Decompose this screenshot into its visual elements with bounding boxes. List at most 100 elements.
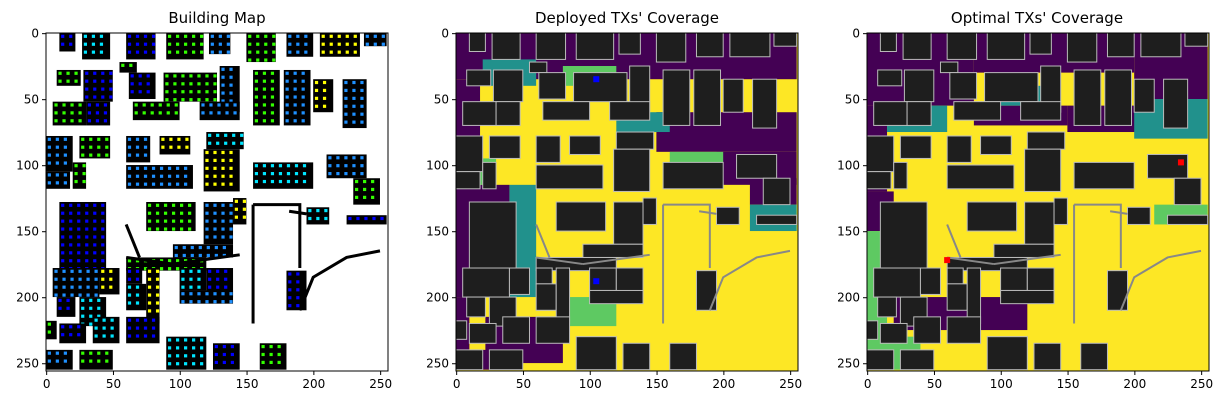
- building-marker: [296, 34, 300, 38]
- building-marker: [62, 103, 66, 107]
- building: [695, 270, 718, 311]
- building-marker: [288, 42, 292, 46]
- building-marker: [61, 251, 65, 255]
- building-marker: [269, 344, 273, 349]
- building-marker: [127, 153, 132, 157]
- building-marker: [229, 203, 233, 207]
- building-marker: [101, 285, 105, 289]
- building-marker: [192, 338, 196, 342]
- building-marker: [262, 119, 267, 123]
- building: [132, 101, 180, 121]
- building-marker: [270, 111, 275, 115]
- building-marker: [110, 318, 114, 322]
- building-marker: [77, 243, 81, 247]
- building-marker: [102, 318, 106, 322]
- building-marker: [147, 211, 152, 215]
- building-marker: [229, 166, 233, 170]
- building-marker: [151, 326, 156, 330]
- building-marker: [302, 164, 307, 168]
- building: [662, 69, 691, 126]
- building-marker: [353, 42, 357, 46]
- building-marker: [159, 174, 164, 178]
- building-marker: [221, 292, 225, 296]
- building: [1026, 131, 1066, 150]
- building-marker: [242, 215, 246, 219]
- building-marker: [229, 75, 233, 79]
- building-marker: [61, 325, 65, 329]
- building-marker: [109, 87, 113, 91]
- building: [1024, 201, 1055, 245]
- building-marker: [167, 338, 172, 342]
- building-marker: [360, 88, 364, 93]
- x-tick-label: 250: [1190, 377, 1213, 391]
- building: [986, 336, 1028, 371]
- building-marker: [81, 137, 85, 141]
- building-marker: [127, 34, 132, 38]
- building-marker: [322, 104, 327, 108]
- building: [363, 33, 387, 47]
- building-marker: [189, 277, 193, 281]
- building-marker: [93, 251, 97, 255]
- building-marker: [151, 318, 156, 322]
- building: [1106, 33, 1135, 58]
- y-tick-label: 150: [426, 225, 449, 239]
- building-marker: [127, 137, 132, 141]
- building-marker: [264, 42, 268, 46]
- building-marker: [288, 304, 292, 308]
- building-marker: [230, 352, 234, 357]
- building-marker: [101, 87, 105, 91]
- building-marker: [150, 103, 154, 107]
- building-marker: [188, 219, 192, 223]
- building-marker: [54, 277, 58, 281]
- building-marker: [94, 293, 98, 297]
- y-tick-label: 100: [426, 159, 449, 173]
- building: [669, 342, 697, 371]
- building: [1163, 78, 1189, 129]
- building-marker: [214, 245, 218, 250]
- building-marker: [293, 79, 297, 83]
- building: [1024, 148, 1062, 192]
- building-marker: [360, 112, 364, 116]
- x-tick-label: 100: [990, 377, 1013, 391]
- building: [1184, 33, 1209, 47]
- building: [535, 283, 557, 311]
- building-marker: [221, 83, 225, 87]
- wall: [288, 209, 307, 216]
- building-marker: [58, 71, 62, 75]
- building: [462, 267, 510, 298]
- building-marker: [278, 172, 283, 176]
- building-marker: [213, 74, 217, 78]
- building-marker: [229, 99, 233, 103]
- building-marker: [293, 71, 297, 75]
- building: [899, 135, 932, 159]
- building: [535, 33, 567, 60]
- building-marker: [185, 137, 189, 141]
- building-marker: [221, 158, 225, 163]
- building-marker: [201, 111, 205, 115]
- building-marker: [336, 156, 340, 160]
- building-marker: [363, 195, 367, 199]
- building-marker: [218, 34, 222, 38]
- building-marker: [216, 285, 220, 289]
- building-marker: [47, 322, 51, 326]
- building-marker: [264, 50, 268, 54]
- building-marker: [127, 174, 132, 178]
- building: [722, 78, 744, 113]
- building-marker: [254, 164, 259, 168]
- building-marker: [93, 259, 97, 263]
- building-marker: [61, 219, 65, 223]
- building-marker: [229, 235, 233, 239]
- building-marker: [89, 359, 93, 363]
- building-marker: [256, 58, 260, 62]
- building-marker: [225, 103, 229, 107]
- building-marker: [163, 227, 168, 231]
- building-marker: [95, 103, 100, 107]
- building-marker: [216, 133, 220, 137]
- wall: [125, 255, 174, 266]
- building-marker: [229, 174, 233, 178]
- building-marker: [95, 119, 100, 123]
- building-marker: [214, 360, 218, 365]
- building-marker: [89, 137, 93, 141]
- building-marker: [143, 166, 148, 170]
- building: [468, 33, 486, 52]
